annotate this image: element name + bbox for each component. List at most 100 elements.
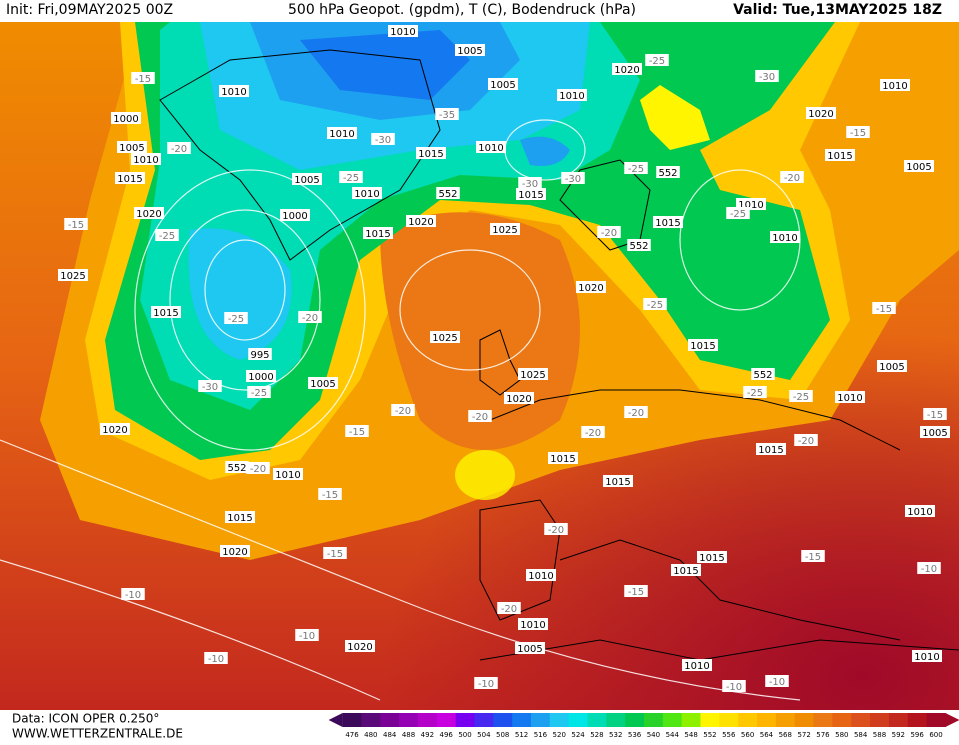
- temperature-label: -15: [805, 552, 821, 563]
- temperature-label-box: [624, 162, 648, 174]
- temperature-label-box: [789, 390, 813, 402]
- temperature-label: -20: [601, 228, 617, 239]
- isobar-label: 1015: [550, 454, 575, 465]
- isobar-label: 1020: [222, 547, 247, 558]
- isobar-label: 1015: [605, 477, 630, 488]
- colorbar-cell: [719, 713, 739, 727]
- isobar-label: 1025: [60, 271, 85, 282]
- colorbar-label: 572: [797, 731, 810, 739]
- temperature-label: -20: [784, 173, 800, 184]
- isobar-label: 1005: [879, 362, 904, 373]
- temperature-label-box: [765, 675, 789, 687]
- isobar-label: 1015: [518, 190, 543, 201]
- isobar-label-box: [115, 172, 145, 184]
- isobar-label: 1015: [117, 174, 142, 185]
- isobar-label-box: [825, 149, 855, 161]
- colorbar-cell: [342, 713, 362, 727]
- colorbar-label: 580: [835, 731, 848, 739]
- isobar-label: 1005: [490, 80, 515, 91]
- colorbar-cell: [851, 713, 871, 727]
- colorbar-cell: [700, 713, 720, 727]
- temperature-label: -30: [759, 72, 775, 83]
- colorbar-label: 492: [421, 731, 434, 739]
- colorbar-label: 560: [741, 731, 754, 739]
- isobar-label-box: [697, 551, 727, 563]
- isobar-label-box: [557, 89, 587, 101]
- isobar-label: 552: [438, 189, 457, 200]
- colorbar-label: 520: [553, 731, 566, 739]
- temperature-label: -15: [850, 128, 866, 139]
- colorbar-cell: [794, 713, 815, 727]
- temperature-label-box: [581, 426, 605, 438]
- temperature-label-box: [468, 410, 492, 422]
- colorbar-label: 536: [628, 731, 642, 739]
- temperature-label: -25: [251, 388, 267, 399]
- temperature-label: -20: [395, 406, 411, 417]
- isobar-label: 1010: [882, 81, 907, 92]
- temperature-label-box: [794, 434, 818, 446]
- isobar-label: 1025: [520, 370, 545, 381]
- colorbar-cell: [625, 713, 645, 727]
- temperature-label: -25: [343, 173, 359, 184]
- colorbar-label: 496: [440, 731, 454, 739]
- colorbar-arrow: [945, 713, 959, 727]
- isobar-label-box: [603, 475, 633, 487]
- temperature-label-box: [544, 523, 568, 535]
- isobar-label: 1005: [310, 379, 335, 390]
- temperature-label: -15: [349, 427, 365, 438]
- colorbar-cell: [662, 713, 683, 727]
- isobar-label-box: [225, 461, 249, 473]
- isobar-label-box: [653, 216, 683, 228]
- temperature-label: -10: [726, 682, 742, 693]
- temperature-label-box: [246, 462, 270, 474]
- isobar-label-box: [627, 239, 651, 251]
- temperature-label: -25: [228, 314, 244, 325]
- temperature-label-box: [755, 70, 779, 82]
- temperature-label: -20: [585, 428, 601, 439]
- temperature-label-box: [474, 677, 498, 689]
- isobar-label-box: [515, 642, 545, 654]
- colorbar-arrow: [328, 713, 343, 727]
- isobar-label-box: [388, 25, 418, 37]
- temperature-label: -25: [793, 392, 809, 403]
- temperature-label-box: [722, 680, 746, 692]
- colorbar-label: 504: [477, 731, 491, 739]
- isobar-label: 1000: [282, 211, 307, 222]
- isobar-label: 1015: [655, 218, 680, 229]
- isobar-label-box: [134, 207, 164, 219]
- colorbar-label: 476: [345, 731, 359, 739]
- colorbar-cell: [738, 713, 758, 727]
- colorbar-cell: [813, 713, 833, 727]
- temperature-label-box: [435, 108, 459, 120]
- temperature-label: -30: [375, 135, 391, 146]
- isobar-label-box: [363, 227, 393, 239]
- temperature-label-box: [726, 207, 750, 219]
- colorbar-label: 564: [760, 731, 774, 739]
- isobar-label-box: [131, 153, 161, 165]
- isobar-label: 1015: [153, 308, 178, 319]
- isobar-label-box: [225, 511, 255, 523]
- isobar-label: 552: [629, 241, 648, 252]
- isobar-label-box: [345, 640, 375, 652]
- isobar-label: 1020: [347, 642, 372, 653]
- temperature-label: -20: [548, 525, 564, 536]
- temperature-label-box: [801, 550, 825, 562]
- isobar-label: 1005: [922, 428, 947, 439]
- temperature-label: -35: [439, 110, 455, 121]
- colorbar-label: 596: [910, 731, 924, 739]
- colorbar-label: 548: [684, 731, 697, 739]
- isobar-label: 1005: [294, 175, 319, 186]
- temperature-label-box: [923, 408, 947, 420]
- isobar-label: 1010: [684, 661, 709, 672]
- isobar-label: 1010: [528, 571, 553, 582]
- isobar-label-box: [246, 370, 276, 382]
- colorbar-label: 592: [892, 731, 905, 739]
- isobar-label: 1020: [614, 65, 639, 76]
- temperature-label: -10: [478, 679, 494, 690]
- colorbar-label: 532: [609, 731, 622, 739]
- isobar-label: 1015: [758, 445, 783, 456]
- temperature-label-box: [339, 171, 363, 183]
- temperature-label: -25: [649, 56, 665, 67]
- temperature-label: -30: [565, 174, 581, 185]
